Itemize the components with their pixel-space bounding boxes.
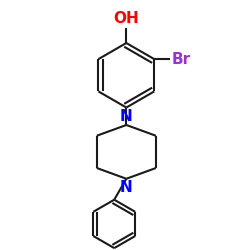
Text: OH: OH: [114, 11, 139, 26]
Text: N: N: [120, 180, 133, 195]
Text: Br: Br: [172, 52, 191, 67]
Text: N: N: [120, 109, 133, 124]
